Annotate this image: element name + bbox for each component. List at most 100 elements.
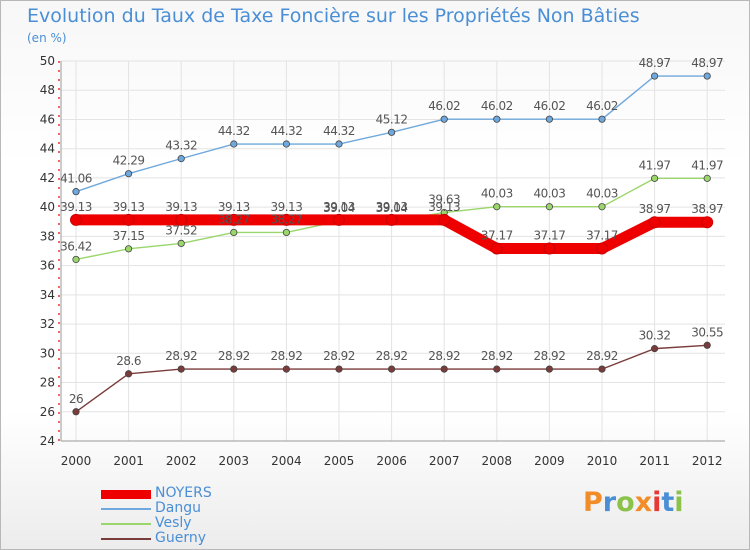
data-label-vesly: 37.15 bbox=[113, 229, 145, 243]
data-point-noyers bbox=[227, 213, 240, 226]
x-tick-label: 2007 bbox=[429, 454, 460, 468]
data-point-dangu bbox=[72, 188, 80, 196]
data-point-noyers bbox=[648, 216, 661, 229]
data-point-dangu bbox=[230, 140, 238, 148]
data-point-noyers bbox=[543, 242, 556, 255]
legend-item-dangu: Dangu bbox=[101, 500, 301, 517]
x-tick-label: 2012 bbox=[692, 454, 723, 468]
proxiti-logo: Proxiti bbox=[583, 487, 684, 518]
data-label-guerny: 28.92 bbox=[323, 349, 355, 363]
data-label-guerny: 30.55 bbox=[691, 325, 723, 339]
data-label-guerny: 28.92 bbox=[218, 349, 250, 363]
legend-swatch bbox=[101, 489, 151, 499]
data-label-guerny: 26 bbox=[69, 392, 83, 406]
y-tick-label: 28 bbox=[40, 376, 55, 390]
data-point-vesly bbox=[703, 174, 711, 182]
data-point-vesly bbox=[177, 239, 185, 247]
x-tick-label: 2011 bbox=[639, 454, 670, 468]
logo-letter: i bbox=[674, 487, 684, 518]
data-point-dangu bbox=[440, 115, 448, 123]
data-point-guerny bbox=[650, 345, 659, 353]
data-label-dangu: 45.12 bbox=[376, 112, 408, 126]
data-label-dangu: 44.32 bbox=[270, 124, 302, 138]
data-point-noyers bbox=[333, 213, 345, 226]
data-point-guerny bbox=[230, 365, 238, 373]
legend-label: Guerny bbox=[155, 530, 207, 546]
data-label-vesly: 40.03 bbox=[481, 187, 513, 201]
data-label-dangu: 46.02 bbox=[428, 99, 460, 113]
data-label-vesly: 39.04 bbox=[376, 201, 408, 215]
legend-swatch bbox=[101, 508, 151, 510]
data-point-vesly bbox=[598, 203, 606, 211]
data-label-noyers: 39.13 bbox=[270, 200, 302, 214]
data-point-noyers bbox=[385, 213, 398, 226]
data-point-guerny bbox=[387, 365, 396, 373]
data-point-noyers bbox=[596, 242, 608, 255]
data-label-vesly: 41.97 bbox=[639, 158, 671, 172]
logo-letter: P bbox=[583, 487, 603, 518]
y-tick-label: 24 bbox=[40, 434, 55, 448]
data-point-guerny bbox=[703, 341, 711, 349]
x-tick-label: 2001 bbox=[113, 454, 144, 468]
x-tick-label: 2008 bbox=[482, 454, 513, 468]
data-label-noyers: 39.13 bbox=[60, 200, 92, 214]
data-point-vesly bbox=[125, 245, 133, 253]
y-tick-label: 34 bbox=[40, 288, 55, 302]
data-label-dangu: 46.02 bbox=[533, 99, 565, 113]
x-tick-label: 2003 bbox=[219, 454, 250, 468]
data-point-guerny bbox=[72, 408, 80, 416]
y-tick-label: 44 bbox=[40, 142, 55, 156]
x-tick-label: 2006 bbox=[376, 454, 407, 468]
data-point-guerny bbox=[440, 365, 448, 373]
data-label-noyers: 38.97 bbox=[691, 202, 723, 216]
logo-letter: o bbox=[616, 487, 635, 518]
data-point-dangu bbox=[282, 140, 290, 148]
data-label-layer: 39.13 39.13 39.13 39.13 39.13 39.13 39.13 39.13… bbox=[60, 56, 724, 406]
data-point-guerny bbox=[335, 365, 343, 373]
y-tick-label: 42 bbox=[40, 171, 55, 185]
data-point-dangu bbox=[335, 140, 343, 148]
data-label-noyers: 39.13 bbox=[218, 200, 250, 214]
data-point-vesly bbox=[545, 203, 554, 211]
data-label-guerny: 30.32 bbox=[639, 329, 671, 343]
data-point-vesly bbox=[650, 174, 659, 182]
data-point-dangu bbox=[493, 115, 501, 123]
data-label-vesly: 38.27 bbox=[270, 212, 302, 226]
data-label-vesly: 36.42 bbox=[60, 239, 92, 253]
data-point-noyers bbox=[438, 213, 451, 226]
data-label-noyers: 37.17 bbox=[481, 229, 513, 243]
x-tick-label: 2000 bbox=[61, 454, 92, 468]
data-point-noyers bbox=[701, 216, 714, 229]
data-point-noyers bbox=[175, 213, 188, 226]
legend-item-noyers: NOYERS bbox=[101, 485, 301, 502]
data-label-vesly: 41.97 bbox=[691, 158, 723, 172]
data-point-vesly bbox=[230, 228, 238, 237]
data-label-dangu: 43.32 bbox=[165, 139, 197, 153]
series-layer bbox=[70, 72, 714, 416]
y-tick-label: 46 bbox=[40, 112, 55, 126]
data-point-guerny bbox=[282, 365, 290, 373]
y-tick-label: 26 bbox=[40, 405, 55, 419]
data-label-vesly: 39.63 bbox=[428, 193, 460, 207]
logo-letter: r bbox=[602, 487, 617, 518]
data-point-guerny bbox=[598, 365, 606, 373]
legend-label: NOYERS bbox=[155, 485, 212, 501]
x-tick-label: 2005 bbox=[324, 454, 355, 468]
data-label-vesly: 39.04 bbox=[323, 201, 355, 215]
y-tick-label: 32 bbox=[40, 317, 55, 331]
data-point-dangu bbox=[703, 72, 711, 80]
data-point-dangu bbox=[545, 115, 554, 123]
y-tick-label: 40 bbox=[40, 200, 55, 214]
data-point-dangu bbox=[125, 170, 133, 178]
data-label-dangu: 46.02 bbox=[586, 99, 618, 113]
data-point-guerny bbox=[125, 370, 133, 378]
legend: NOYERS Dangu Vesly Guerny bbox=[101, 485, 301, 547]
data-point-noyers bbox=[70, 213, 82, 226]
data-label-noyers: 39.13 bbox=[165, 200, 197, 214]
logo-letter: x bbox=[634, 487, 653, 518]
data-label-guerny: 28.92 bbox=[586, 349, 618, 363]
data-point-dangu bbox=[598, 115, 606, 123]
data-point-dangu bbox=[650, 72, 659, 80]
